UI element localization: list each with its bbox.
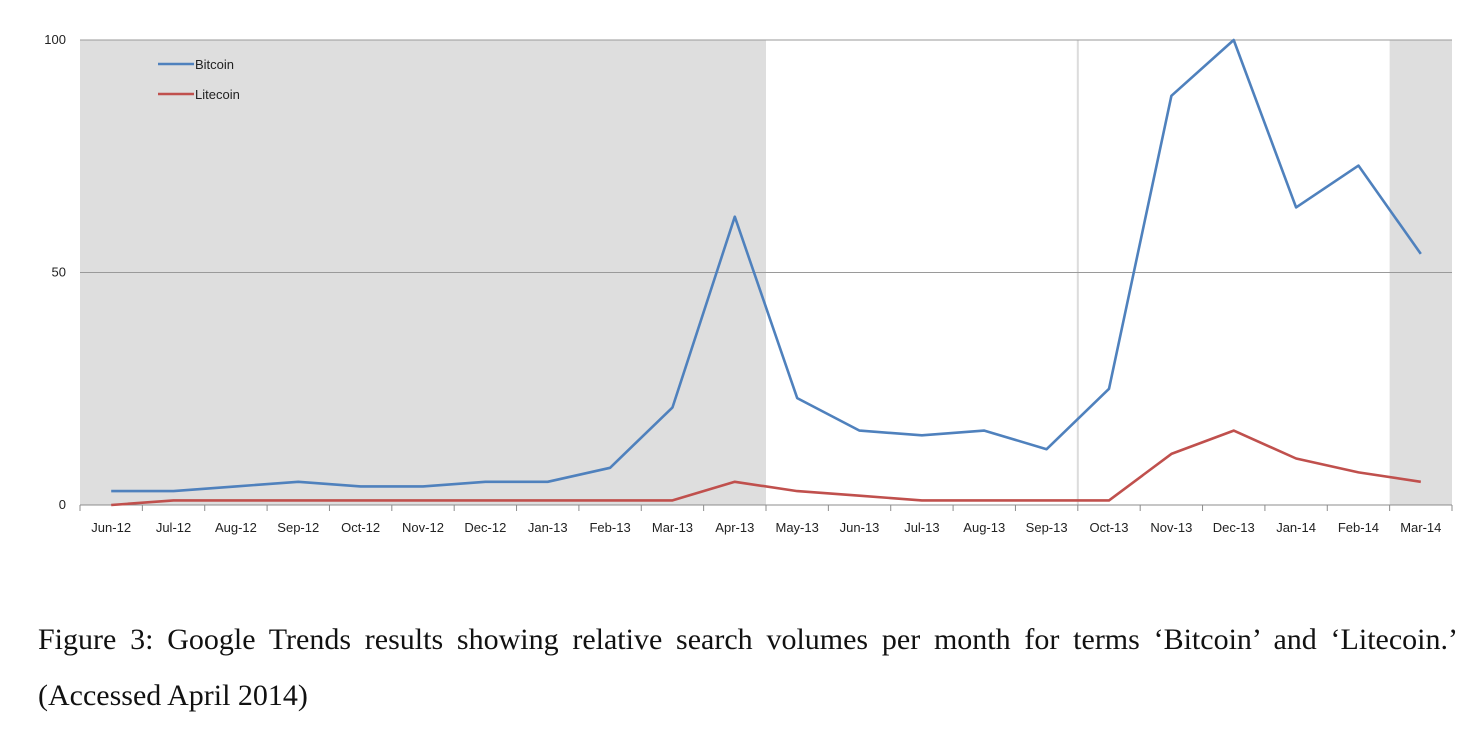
x-tick-label: Jan-13 [528,520,568,535]
line-chart: 0 50 100 Jun-12 Jul-12 Aug-12 Sep-12 Oct-12 Nov-… [44,32,1453,535]
x-tick-label: Jul-12 [156,520,191,535]
x-tick-label: Feb-14 [1338,520,1379,535]
x-tick-label: Feb-13 [589,520,630,535]
x-tick-label: Sep-12 [277,520,319,535]
x-tick-label: Jun-13 [840,520,880,535]
x-tick-label: Mar-14 [1400,520,1441,535]
y-tick-label: 100 [44,32,66,47]
x-tick-label: Oct-12 [341,520,380,535]
x-tick-label: Mar-13 [652,520,693,535]
x-tick-label: Aug-13 [963,520,1005,535]
x-tick-label: Dec-12 [464,520,506,535]
x-tick-label: Oct-13 [1089,520,1128,535]
series-line-litecoin [111,429,1421,507]
figure-caption: Figure 3: Google Trends results showing … [38,623,1458,712]
x-tick-label: Jul-13 [904,520,939,535]
x-tick-label: Jun-12 [91,520,131,535]
x-tick-label: Jan-14 [1276,520,1316,535]
x-tick-label: Apr-13 [715,520,754,535]
x-tick-label: Aug-12 [215,520,257,535]
y-tick-label: 0 [59,497,66,512]
y-tick-label: 50 [52,265,66,280]
legend-label: Bitcoin [195,57,234,72]
x-tick-label: Dec-13 [1213,520,1255,535]
x-tick-label: Nov-12 [402,520,444,535]
series-line-bitcoin [111,38,1422,493]
x-tick-label: Nov-13 [1150,520,1192,535]
x-tick-label: Sep-13 [1026,520,1068,535]
x-tick-label: May-13 [776,520,819,535]
legend-label: Litecoin [195,87,240,102]
